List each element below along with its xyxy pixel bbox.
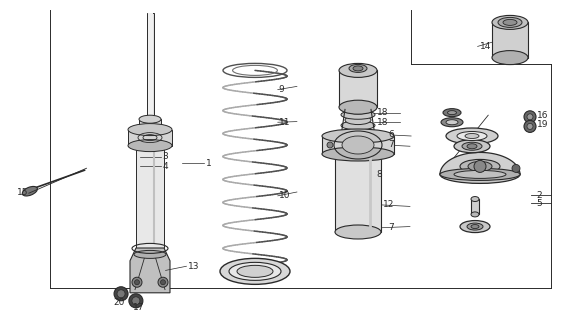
Circle shape [129,294,143,308]
Ellipse shape [460,159,500,173]
Circle shape [132,297,140,305]
Text: 3: 3 [163,152,168,161]
Ellipse shape [462,142,482,150]
Ellipse shape [139,127,161,135]
Text: 7: 7 [388,140,394,149]
Text: 18: 18 [377,108,388,117]
Ellipse shape [22,187,38,196]
Circle shape [327,142,333,148]
Text: 12: 12 [383,200,394,209]
Bar [339,70,377,107]
Polygon shape [130,248,170,293]
Bar [492,22,528,58]
Ellipse shape [342,136,374,154]
Ellipse shape [345,105,371,114]
Text: 16: 16 [537,111,548,120]
Text: 15: 15 [17,188,29,197]
Ellipse shape [440,165,520,183]
Ellipse shape [460,220,490,233]
Text: 17: 17 [133,303,144,312]
Ellipse shape [322,147,394,161]
Ellipse shape [341,132,375,140]
Text: 14: 14 [480,42,491,51]
Ellipse shape [468,161,492,172]
Bar [128,130,172,146]
Ellipse shape [349,64,367,72]
Ellipse shape [229,262,281,280]
Ellipse shape [341,110,375,119]
Ellipse shape [237,265,273,277]
Polygon shape [440,152,520,174]
Ellipse shape [339,63,377,77]
Text: 7: 7 [388,223,394,232]
Text: 5: 5 [537,199,542,208]
Bar [147,13,152,122]
Ellipse shape [498,17,522,28]
Circle shape [132,277,142,287]
Ellipse shape [471,212,479,217]
Ellipse shape [446,128,498,144]
Ellipse shape [454,140,490,153]
Ellipse shape [353,66,363,71]
Text: 8: 8 [377,170,383,179]
Ellipse shape [471,196,479,202]
Ellipse shape [457,132,487,140]
Ellipse shape [448,111,456,115]
Text: 18: 18 [377,118,388,127]
Text: 6: 6 [388,130,394,139]
Ellipse shape [492,51,528,65]
Bar [136,146,164,248]
Circle shape [135,280,139,285]
Text: 1: 1 [206,159,211,168]
Circle shape [524,111,536,123]
Ellipse shape [220,258,290,284]
Text: 11: 11 [279,118,290,127]
Bar [147,13,154,122]
Circle shape [527,114,533,120]
Ellipse shape [454,170,506,179]
Text: 10: 10 [279,191,290,200]
Bar [139,119,161,131]
Ellipse shape [467,223,483,230]
Ellipse shape [440,168,520,180]
Ellipse shape [443,108,461,116]
Text: 19: 19 [537,120,548,129]
Circle shape [512,164,520,172]
Circle shape [524,120,536,132]
Ellipse shape [345,126,371,135]
Ellipse shape [341,121,375,130]
Circle shape [474,160,486,172]
Ellipse shape [446,120,458,125]
Text: 4: 4 [163,162,168,171]
Text: 9: 9 [279,85,284,94]
Circle shape [114,287,128,301]
Ellipse shape [134,250,166,259]
Circle shape [158,277,168,287]
Ellipse shape [441,118,463,127]
Ellipse shape [492,15,528,29]
Ellipse shape [139,115,161,123]
Bar [471,199,479,214]
Ellipse shape [339,100,377,114]
Text: 13: 13 [188,262,200,271]
Ellipse shape [335,225,381,239]
Text: 20: 20 [113,298,124,307]
Circle shape [160,280,166,285]
Circle shape [527,124,533,129]
Text: 2: 2 [537,191,542,200]
Circle shape [117,290,125,298]
Ellipse shape [503,20,517,25]
Bar [335,154,381,232]
Ellipse shape [322,129,394,143]
Ellipse shape [471,225,479,228]
Bar [322,136,394,154]
Ellipse shape [465,133,479,139]
Ellipse shape [345,116,371,124]
Ellipse shape [128,124,172,136]
Ellipse shape [467,144,477,149]
Ellipse shape [128,140,172,152]
